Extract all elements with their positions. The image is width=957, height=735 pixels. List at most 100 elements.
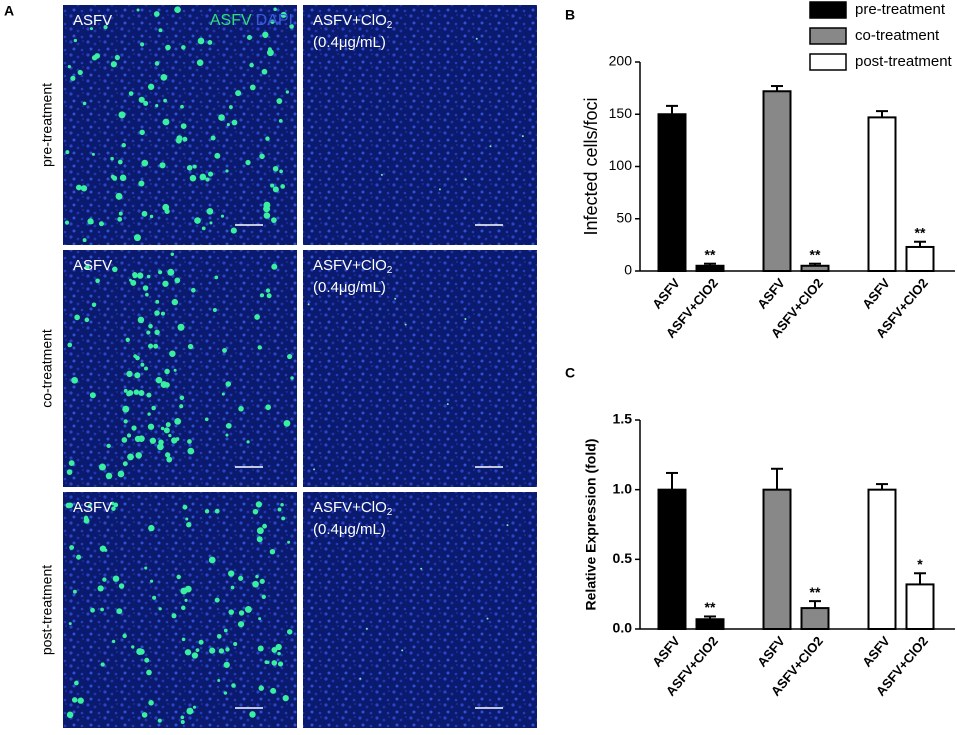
infected-cell [446,403,449,406]
infected-cell [218,114,225,121]
infected-cell [254,314,260,320]
infected-cell [146,392,152,398]
micrograph [303,250,537,487]
infected-cell [153,11,160,17]
infected-cell [138,435,145,442]
infected-cell [180,715,185,720]
infected-cell [394,297,397,300]
infected-cell [162,118,170,126]
infected-cell [126,433,132,438]
infected-cell [181,45,186,50]
bar [762,90,792,273]
infected-cell [163,98,167,103]
infected-cell [98,221,104,227]
infected-cell [159,162,166,169]
infected-cell [74,680,79,686]
infected-cell [208,556,216,564]
infected-cell [313,468,316,471]
stain-name: ASFV [210,12,252,29]
infected-cell [214,275,219,280]
infected-cell [286,629,293,635]
infected-cell [140,362,145,367]
image-label-text: ASFV+ClO [313,499,387,516]
infected-cell [167,268,175,276]
micrograph-bg [63,492,297,728]
infected-cell [237,621,245,628]
infected-cell [249,84,256,91]
infected-cell [199,173,207,181]
image-label-sub: 2 [387,20,393,31]
legend-swatch [809,1,847,19]
infected-cell [214,508,220,514]
infected-cell [170,252,175,256]
legend-swatch [809,53,847,71]
infected-cell [216,634,222,639]
infected-cell [100,662,105,667]
infected-cell [145,292,149,297]
infected-cell [149,437,157,444]
infected-cell [127,389,134,396]
infected-cell [256,536,263,543]
infected-cell [135,355,140,361]
infected-cell [175,137,182,144]
infected-cell [207,40,213,45]
infected-cell [147,83,155,90]
infected-cell [223,691,228,695]
infected-cell [75,184,82,191]
infected-cell [263,201,271,209]
infected-cell [142,285,149,291]
micrograph [63,5,297,245]
image-label-sub: 2 [387,507,393,518]
infected-cell [162,280,169,287]
infected-cell [271,217,277,223]
infected-cell [143,100,149,106]
row-label: co-treatment [39,329,55,408]
infected-cell [152,595,157,600]
stain-legend: ASFV DAPI [210,12,293,29]
infected-cell [287,353,293,360]
image-label-sub: 2 [387,265,393,276]
y-tick-label: 0 [624,262,632,278]
infected-cell [259,293,265,298]
infected-cell [114,54,120,61]
infected-cell [261,594,266,600]
infected-cell [265,404,271,411]
infected-cell [160,74,168,81]
infected-cell [71,697,78,703]
infected-cell [267,47,272,52]
infected-cell [265,136,270,141]
infected-cell [149,579,154,583]
infected-cell [90,607,95,613]
infected-cell [111,506,116,511]
infected-cell [69,545,75,550]
infected-cell [210,135,216,141]
infected-cell [277,507,282,512]
infected-cell [180,719,185,724]
micrograph [303,5,537,245]
infected-cell [171,298,179,306]
infected-cell [249,711,256,718]
infected-cell [180,123,187,130]
infected-cell [182,504,188,510]
infected-cell [380,173,383,176]
infected-cell [277,661,284,667]
infected-cell [173,368,177,372]
infected-cell [290,376,294,380]
infected-cell [192,164,197,169]
infected-cell [174,277,181,284]
infected-cell [214,152,221,159]
infected-cell [174,6,181,14]
infected-cell [186,522,192,528]
infected-cell [156,443,164,451]
infected-cell [197,37,205,45]
infected-cell [77,697,84,704]
infected-cell [80,185,88,192]
infected-cell [259,153,265,160]
infected-cell [130,279,137,286]
infected-cell [266,293,272,299]
infected-cell [171,437,178,444]
infected-cell [117,470,125,478]
infected-cell [154,61,160,66]
bar [762,488,792,630]
